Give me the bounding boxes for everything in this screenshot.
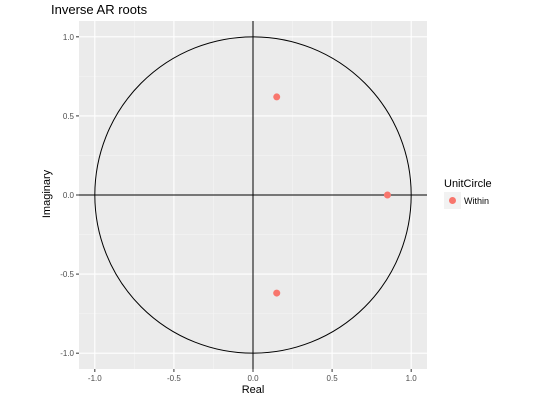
x-tick-label: 1.0 (406, 374, 418, 383)
y-tick-label: 1.0 (63, 33, 75, 42)
legend-key-point (449, 197, 456, 204)
legend-label: Within (464, 196, 489, 206)
x-tick-label: 0.5 (327, 374, 339, 383)
data-point (273, 289, 281, 297)
x-tick-label: 0.0 (247, 374, 259, 383)
x-axis-title: Real (242, 384, 265, 396)
x-tick-label: -1.0 (88, 374, 102, 383)
legend-entries: Within (444, 192, 489, 209)
legend: UnitCircle Within (444, 178, 492, 209)
data-point (273, 93, 281, 101)
chart-title: Inverse AR roots (51, 2, 148, 17)
y-axis-ticks: -1.0 -0.5 0.0 0.5 1.0 (60, 33, 79, 358)
x-axis-ticks: -1.0 -0.5 0.0 0.5 1.0 (88, 369, 417, 383)
y-tick-label: -0.5 (60, 270, 74, 279)
unit-circle (94, 36, 412, 354)
data-point (383, 191, 391, 199)
y-tick-label: 0.5 (63, 112, 75, 121)
y-tick-label: 0.0 (63, 191, 75, 200)
y-axis-title: Imaginary (41, 169, 53, 218)
y-tick-label: -1.0 (60, 349, 74, 358)
root-points (273, 93, 391, 297)
legend-title: UnitCircle (444, 178, 492, 190)
x-tick-label: -0.5 (167, 374, 181, 383)
